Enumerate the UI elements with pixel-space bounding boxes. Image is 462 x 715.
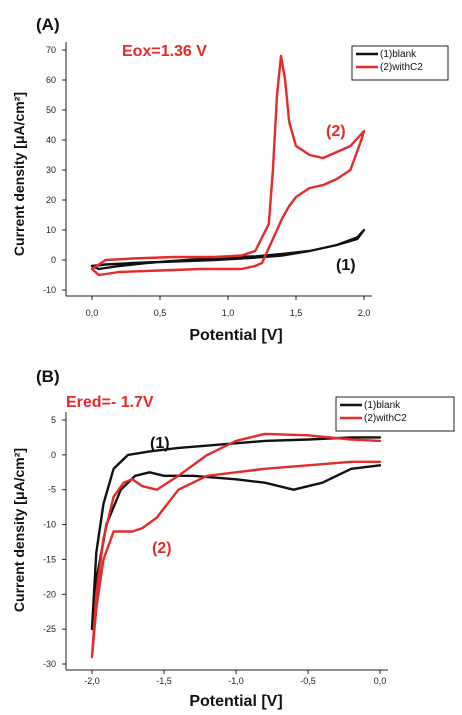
x-tick-label: -0,5 xyxy=(300,676,316,686)
y-tick-label: 30 xyxy=(46,165,56,175)
y-tick-label: 70 xyxy=(46,45,56,55)
y-tick-label: 60 xyxy=(46,75,56,85)
legend-entry: (2)withC2 xyxy=(380,62,423,73)
curve-label-1: (1) xyxy=(150,435,170,452)
chart-panel-a: -10 0 10 20 30 40 50 60 70 0,0 0,5 1,0 1,5 2,0 (1)blan… xyxy=(43,42,449,318)
x-tick-label: 0,0 xyxy=(86,308,99,318)
legend-box xyxy=(351,45,449,81)
y-tick-label: -30 xyxy=(43,659,56,669)
annotation-ered: Ered=- 1.7V xyxy=(66,394,154,411)
chart-panel-b: -30 -25 -20 -15 -10 -5 0 5 -2,0 -1,5 -1,0 -0,5 0,0 (1… xyxy=(43,396,455,686)
legend: (1)blank (2)withC2 xyxy=(335,396,455,432)
y-tick-label: -10 xyxy=(43,285,56,295)
y-axis-title-b: Current density [μA/cm²] xyxy=(11,448,27,612)
x-tick-label: 1,0 xyxy=(222,308,235,318)
series-line-1 xyxy=(90,228,366,271)
y-tick-label: -10 xyxy=(43,520,56,530)
y-tick-label: 40 xyxy=(46,135,56,145)
legend: (1)blank (2)withC2 xyxy=(351,45,449,81)
legend-entry: (1)blank xyxy=(364,400,401,411)
x-tick-label: 0,5 xyxy=(154,308,167,318)
x-tick-label: -1,5 xyxy=(156,676,172,686)
y-tick-label: 10 xyxy=(46,225,56,235)
x-tick-label: 1,5 xyxy=(290,308,303,318)
y-tick-label: -20 xyxy=(43,589,56,599)
series-line-2 xyxy=(90,432,382,659)
x-tick-label: 0,0 xyxy=(374,676,387,686)
curve-label-2: (2) xyxy=(152,540,172,557)
x-axis-title-b: Potential [V] xyxy=(189,693,282,710)
y-tick-label: 0 xyxy=(51,255,56,265)
x-tick-label: -2,0 xyxy=(84,676,100,686)
y-tick-label: -15 xyxy=(43,554,56,564)
y-tick-label: 0 xyxy=(51,450,56,460)
y-tick-label: 20 xyxy=(46,195,56,205)
legend-box xyxy=(335,396,455,432)
series-line-2 xyxy=(90,54,366,277)
y-axis-title-a: Current density [μA/cm²] xyxy=(11,92,27,256)
y-tick-label: -5 xyxy=(48,485,56,495)
x-tick-label: -1,0 xyxy=(228,676,244,686)
series-line-1 xyxy=(90,436,382,631)
legend-entry: (2)withC2 xyxy=(364,413,407,424)
legend-entry: (1)blank xyxy=(380,49,417,60)
x-tick-label: 2,0 xyxy=(358,308,371,318)
panel-label-b: (B) xyxy=(36,367,60,386)
y-tick-label: -25 xyxy=(43,624,56,634)
curve-label-1: (1) xyxy=(336,257,356,274)
panel-label-a: (A) xyxy=(36,15,60,34)
y-tick-label: 50 xyxy=(46,105,56,115)
annotation-eox: Eox=1.36 V xyxy=(122,43,207,60)
y-tick-label: 5 xyxy=(51,415,56,425)
curve-label-2: (2) xyxy=(326,123,346,140)
x-axis-title-a: Potential [V] xyxy=(189,327,282,344)
